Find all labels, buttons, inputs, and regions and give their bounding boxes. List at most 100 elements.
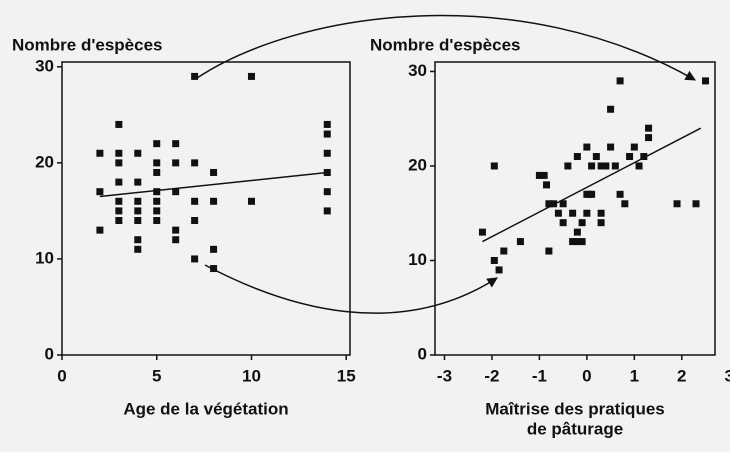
x-tick-label: 0 bbox=[57, 366, 66, 385]
point bbox=[191, 197, 199, 205]
point bbox=[247, 197, 255, 205]
x-tick-label: -3 bbox=[437, 366, 452, 385]
plot-frame bbox=[434, 61, 716, 356]
point bbox=[588, 190, 596, 198]
point bbox=[583, 209, 591, 217]
point bbox=[516, 238, 524, 246]
point bbox=[597, 219, 605, 227]
point bbox=[545, 247, 553, 255]
trend-line bbox=[99, 171, 328, 198]
point bbox=[96, 226, 104, 234]
point bbox=[569, 238, 577, 246]
point bbox=[607, 143, 615, 151]
point bbox=[543, 181, 551, 189]
x-tick-label: 0 bbox=[582, 366, 591, 385]
point bbox=[645, 124, 653, 132]
point bbox=[191, 159, 199, 167]
y-tick-label: 20 bbox=[35, 152, 54, 171]
point bbox=[191, 217, 199, 225]
point bbox=[115, 159, 123, 167]
point bbox=[602, 162, 610, 170]
point bbox=[478, 228, 486, 236]
point bbox=[490, 162, 498, 170]
plot-frame bbox=[61, 61, 351, 356]
y-tick-label: 0 bbox=[418, 344, 427, 363]
point bbox=[640, 153, 648, 161]
point bbox=[645, 134, 653, 142]
point bbox=[554, 209, 562, 217]
point bbox=[134, 149, 142, 157]
point bbox=[172, 226, 180, 234]
point bbox=[134, 197, 142, 205]
y-tick-label: 30 bbox=[35, 56, 54, 75]
point bbox=[115, 149, 123, 157]
point bbox=[607, 105, 615, 113]
y-axis-label: Nombre d'espèces bbox=[370, 35, 521, 54]
x-tick-label: 15 bbox=[337, 366, 356, 385]
point bbox=[583, 143, 591, 151]
point bbox=[323, 207, 331, 215]
point bbox=[540, 171, 548, 179]
point bbox=[535, 171, 543, 179]
point bbox=[588, 162, 596, 170]
arrow bbox=[196, 14, 696, 81]
point bbox=[115, 178, 123, 186]
point bbox=[115, 120, 123, 128]
point bbox=[96, 149, 104, 157]
point bbox=[210, 245, 218, 253]
point bbox=[611, 162, 619, 170]
y-tick-label: 10 bbox=[35, 248, 54, 267]
x-tick-label: 3 bbox=[725, 366, 730, 385]
point bbox=[153, 217, 161, 225]
point bbox=[597, 209, 605, 217]
point bbox=[210, 197, 218, 205]
point bbox=[191, 255, 199, 263]
point bbox=[153, 159, 161, 167]
point bbox=[495, 266, 503, 274]
point bbox=[172, 140, 180, 148]
point bbox=[153, 207, 161, 215]
point bbox=[153, 140, 161, 148]
point bbox=[134, 236, 142, 244]
point bbox=[134, 207, 142, 215]
point bbox=[635, 162, 643, 170]
point bbox=[172, 236, 180, 244]
point bbox=[323, 188, 331, 196]
point bbox=[172, 188, 180, 196]
y-tick-label: 0 bbox=[45, 344, 54, 363]
point bbox=[247, 72, 255, 80]
point bbox=[630, 143, 638, 151]
point bbox=[490, 256, 498, 264]
arrow bbox=[204, 264, 498, 314]
x-axis-label: de pâturage bbox=[527, 419, 623, 438]
x-axis-label: Age de la végétation bbox=[123, 399, 288, 418]
point bbox=[115, 197, 123, 205]
x-tick-label: -1 bbox=[532, 366, 547, 385]
point bbox=[626, 153, 634, 161]
point bbox=[545, 200, 553, 208]
point bbox=[191, 72, 199, 80]
x-axis-label: Maîtrise des pratiques bbox=[485, 399, 665, 418]
point bbox=[592, 153, 600, 161]
point bbox=[115, 217, 123, 225]
x-tick-label: 1 bbox=[630, 366, 639, 385]
point bbox=[323, 120, 331, 128]
y-tick-label: 20 bbox=[408, 155, 427, 174]
point bbox=[153, 197, 161, 205]
point bbox=[134, 245, 142, 253]
x-tick-label: -2 bbox=[484, 366, 499, 385]
y-tick-label: 10 bbox=[408, 250, 427, 269]
point bbox=[323, 130, 331, 138]
point bbox=[323, 149, 331, 157]
point bbox=[597, 162, 605, 170]
point bbox=[96, 188, 104, 196]
point bbox=[210, 168, 218, 176]
point bbox=[134, 217, 142, 225]
point bbox=[616, 77, 624, 85]
trend-line bbox=[482, 127, 702, 243]
x-tick-label: 10 bbox=[242, 366, 261, 385]
point bbox=[573, 238, 581, 246]
point bbox=[578, 238, 586, 246]
point bbox=[692, 200, 700, 208]
